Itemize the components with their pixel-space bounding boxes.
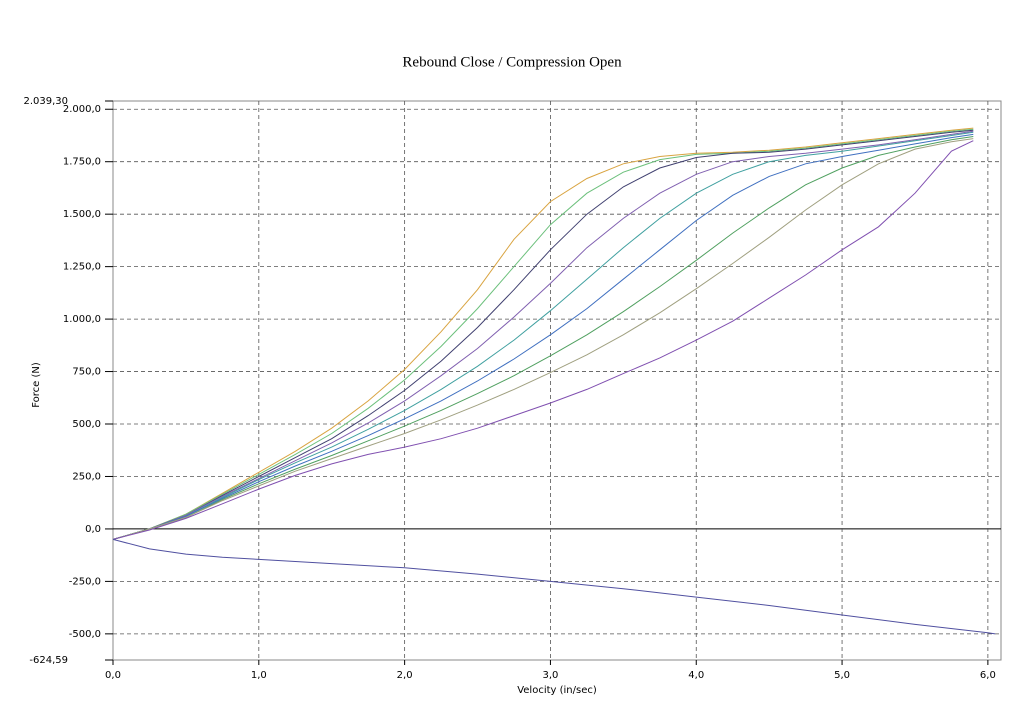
series-line: [112, 140, 974, 540]
y-tick-label: -250,0: [69, 576, 101, 587]
x-tick-label: 1,0: [251, 670, 267, 681]
x-tick-label: 3,0: [542, 670, 558, 681]
y-tick-label: 2.000,0: [63, 104, 101, 115]
chart-title: Rebound Close / Compression Open: [402, 54, 622, 70]
y-tick-label: 1.500,0: [63, 209, 101, 220]
x-tick-label: 0,0: [105, 670, 121, 681]
y-tick-label: 2.039,30: [23, 96, 68, 107]
x-tick-label: 5,0: [834, 670, 850, 681]
series-line: [112, 136, 974, 540]
series-line: [112, 127, 974, 540]
y-tick-label: -500,0: [69, 629, 101, 640]
y-tick-label: 1.250,0: [63, 262, 101, 273]
series-line: [112, 129, 974, 540]
plot-frame: [112, 100, 1002, 661]
x-tick-label: 2,0: [397, 670, 413, 681]
y-tick-label: 500,0: [72, 419, 101, 430]
y-tick-label: 250,0: [72, 471, 101, 482]
series-line: [112, 133, 974, 540]
y-tick-label: -624,59: [29, 655, 68, 666]
series-line: [112, 128, 974, 540]
x-axis-label: Velocity (in/sec): [517, 685, 597, 696]
series-line: [112, 130, 974, 540]
x-tick-label: 4,0: [688, 670, 704, 681]
y-tick-label: 750,0: [72, 367, 101, 378]
series-line: [112, 131, 974, 540]
series-line: [112, 538, 996, 635]
series-line: [112, 138, 974, 540]
y-tick-label: 1.750,0: [63, 157, 101, 168]
x-tick-label: 6,0: [980, 670, 996, 681]
y-tick-label: 1.000,0: [63, 314, 101, 325]
y-axis-label: Force (N): [31, 362, 42, 408]
y-tick-label: 0,0: [85, 524, 101, 535]
